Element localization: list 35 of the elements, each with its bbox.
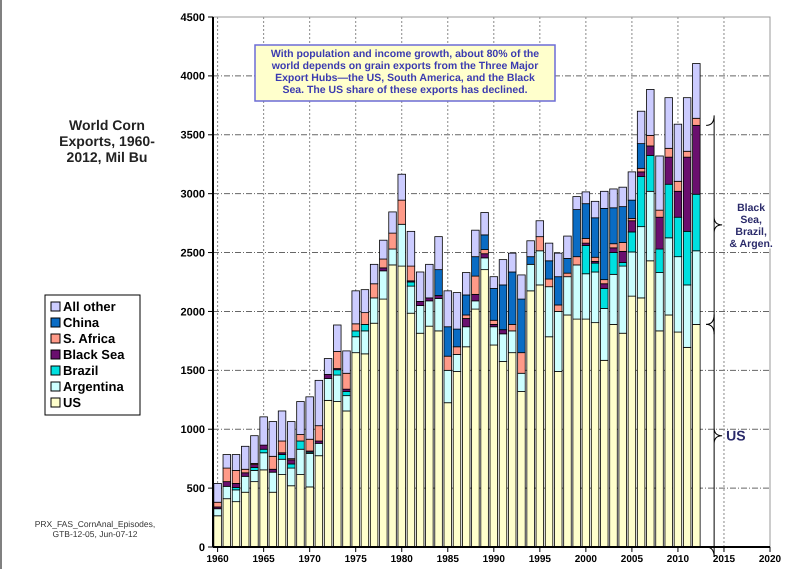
legend-label: Brazil [63, 363, 98, 378]
legend-label: S. Africa [63, 331, 116, 346]
y-tick-label: 3500 [180, 130, 205, 142]
y-tick-label: 3000 [180, 188, 205, 201]
x-tick-label: 2010 [666, 554, 690, 565]
x-tick-label: 2000 [574, 554, 598, 565]
text: PRX_FAS_CornAnal_Episodes, GTB-12-05, Jun-07-12 [34, 519, 156, 539]
x-tick-label: 1975 [344, 554, 368, 565]
y-tick-label: 1000 [180, 424, 205, 436]
annotation: US [726, 428, 746, 444]
x-tick-label: 1980 [390, 554, 414, 565]
legend-label: Argentina [63, 379, 124, 394]
y-tick-label: 4000 [180, 70, 205, 83]
y-tick-label: 1500 [180, 365, 205, 378]
x-tick-label: 1990 [482, 554, 506, 565]
x-tick-label: 2020 [758, 554, 782, 565]
y-tick-label: 2000 [180, 306, 205, 318]
legend-label: All other [63, 299, 116, 314]
y-tick-label: 2500 [180, 247, 205, 260]
x-tick-label: 1995 [528, 554, 552, 565]
y-tick-label: 500 [186, 482, 205, 495]
y-tick-label: 4500 [180, 12, 205, 24]
x-tick-label: 1965 [252, 554, 276, 565]
annotation: With population and income growth, about 80% of the world depends on grain exports from the Three Major Export Hubs—the US, South America, and the Black Sea. The US share of these exports has declined. [270, 48, 540, 96]
x-tick-label: 2015 [712, 554, 736, 565]
x-tick-label: 1960 [206, 554, 230, 565]
x-tick-label: 2005 [620, 554, 644, 565]
x-tick-label: 1970 [298, 554, 322, 565]
text: World Corn Exports, 1960-2012, Mil Bu [59, 117, 156, 165]
legend-label: Black Sea [63, 347, 126, 362]
legend-label: US [63, 395, 82, 410]
y-tick-label: 0 [198, 542, 205, 554]
x-tick-label: 1985 [436, 554, 460, 565]
annotation: Black Sea, Brazil, & Argen. [729, 202, 773, 250]
legend-label: China [63, 315, 100, 330]
